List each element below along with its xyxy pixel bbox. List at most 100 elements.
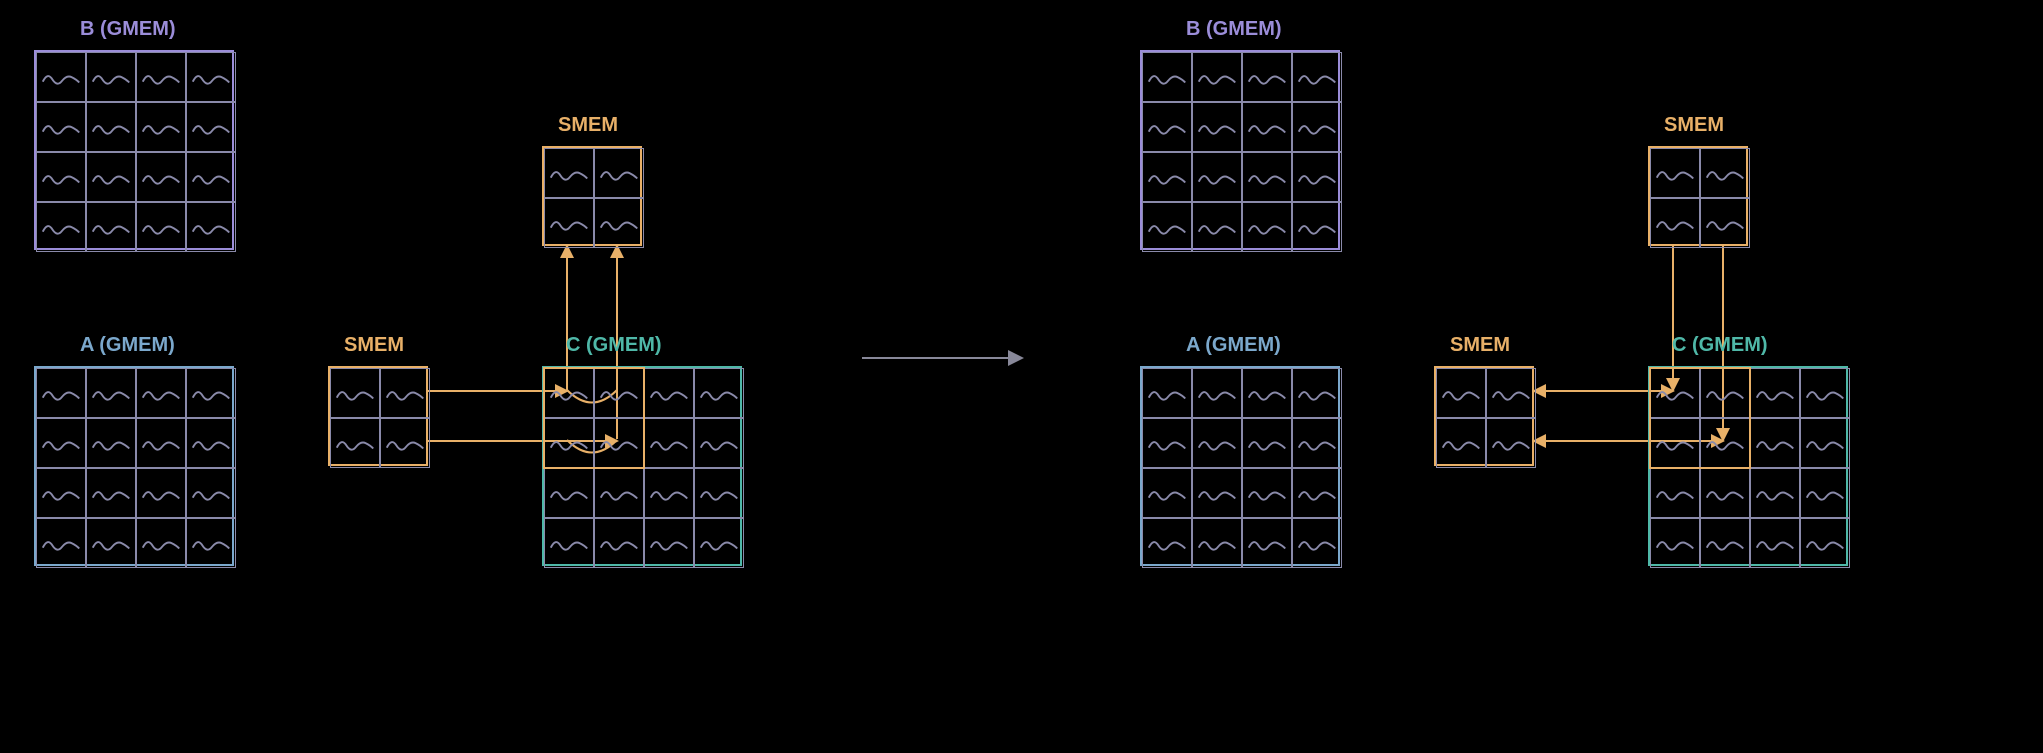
smem-side-left-cell	[380, 418, 430, 468]
smem-side-left-label: SMEM	[344, 334, 404, 357]
b-right-cell	[1242, 102, 1292, 152]
a-left-cell	[136, 518, 186, 568]
a-right-cell	[1292, 418, 1342, 468]
a-right-cell	[1142, 418, 1192, 468]
c-right-cell	[1650, 518, 1700, 568]
smem-top-left-cell	[544, 148, 594, 198]
b-left-cell	[86, 152, 136, 202]
b-right-matrix	[1140, 50, 1340, 250]
b-left-matrix	[34, 50, 234, 250]
c-left-cell	[594, 368, 644, 418]
b-left-cell	[36, 52, 86, 102]
c-right-cell	[1650, 468, 1700, 518]
b-right-cell	[1192, 202, 1242, 252]
c-right-cell	[1750, 518, 1800, 568]
b-left-label: B (GMEM)	[80, 18, 176, 41]
smem-top-right-label: SMEM	[1664, 114, 1724, 137]
b-left-cell	[86, 202, 136, 252]
b-left-cell	[136, 152, 186, 202]
c-right-cell	[1800, 368, 1850, 418]
b-right-cell	[1242, 202, 1292, 252]
a-right-cell	[1192, 368, 1242, 418]
smem-top-left-cell	[544, 198, 594, 248]
a-right-cell	[1142, 368, 1192, 418]
a-left-cell	[136, 368, 186, 418]
c-right-cell	[1700, 468, 1750, 518]
c-left-cell	[644, 418, 694, 468]
a-right-cell	[1292, 468, 1342, 518]
b-right-cell	[1142, 102, 1192, 152]
b-left-cell	[186, 102, 236, 152]
c-left-cell	[694, 368, 744, 418]
b-left-cell	[186, 152, 236, 202]
b-left-cell	[86, 52, 136, 102]
a-left-cell	[86, 468, 136, 518]
a-right-cell	[1242, 418, 1292, 468]
a-left-cell	[86, 518, 136, 568]
smem-top-right-cell	[1700, 148, 1750, 198]
c-right-matrix	[1648, 366, 1848, 566]
b-right-cell	[1292, 52, 1342, 102]
a-right-label: A (GMEM)	[1186, 334, 1281, 357]
b-left-cell	[186, 52, 236, 102]
b-right-cell	[1192, 152, 1242, 202]
a-left-cell	[186, 518, 236, 568]
c-right-cell	[1700, 368, 1750, 418]
c-left-cell	[694, 468, 744, 518]
a-right-cell	[1192, 418, 1242, 468]
smem-side-left-cell	[380, 368, 430, 418]
c-right-label: C (GMEM)	[1672, 334, 1768, 357]
c-right-cell	[1800, 468, 1850, 518]
c-right-cell	[1750, 368, 1800, 418]
a-left-cell	[36, 368, 86, 418]
b-left-cell	[186, 202, 236, 252]
b-left-cell	[136, 202, 186, 252]
smem-side-right-matrix	[1434, 366, 1534, 466]
smem-side-right-cell	[1436, 418, 1486, 468]
b-right-cell	[1242, 52, 1292, 102]
b-left-cell	[86, 102, 136, 152]
smem-side-right-cell	[1436, 368, 1486, 418]
a-left-cell	[36, 418, 86, 468]
c-right-cell	[1750, 468, 1800, 518]
smem-top-right-matrix	[1648, 146, 1748, 246]
smem-top-right-cell	[1650, 148, 1700, 198]
c-left-cell	[694, 418, 744, 468]
b-right-cell	[1192, 52, 1242, 102]
smem-top-right-cell	[1700, 198, 1750, 248]
a-left-cell	[86, 368, 136, 418]
c-left-cell	[544, 368, 594, 418]
c-left-cell	[694, 518, 744, 568]
c-left-matrix	[542, 366, 742, 566]
c-left-cell	[594, 418, 644, 468]
a-right-cell	[1292, 368, 1342, 418]
smem-side-right-cell	[1486, 368, 1536, 418]
c-right-cell	[1800, 418, 1850, 468]
c-right-cell	[1750, 418, 1800, 468]
a-left-cell	[36, 468, 86, 518]
smem-top-left-cell	[594, 148, 644, 198]
b-left-cell	[36, 202, 86, 252]
a-left-cell	[136, 468, 186, 518]
a-right-cell	[1142, 518, 1192, 568]
a-left-cell	[36, 518, 86, 568]
c-right-cell	[1650, 368, 1700, 418]
a-left-cell	[86, 418, 136, 468]
a-right-cell	[1242, 468, 1292, 518]
b-right-cell	[1292, 152, 1342, 202]
c-right-cell	[1700, 418, 1750, 468]
c-left-cell	[544, 468, 594, 518]
a-right-cell	[1242, 368, 1292, 418]
a-right-cell	[1192, 518, 1242, 568]
a-left-cell	[136, 418, 186, 468]
a-right-cell	[1292, 518, 1342, 568]
b-left-cell	[36, 152, 86, 202]
b-right-label: B (GMEM)	[1186, 18, 1282, 41]
b-right-cell	[1142, 152, 1192, 202]
smem-top-left-matrix	[542, 146, 642, 246]
c-left-cell	[594, 518, 644, 568]
smem-side-left-cell	[330, 418, 380, 468]
a-right-cell	[1142, 468, 1192, 518]
a-left-matrix	[34, 366, 234, 566]
a-left-cell	[186, 468, 236, 518]
